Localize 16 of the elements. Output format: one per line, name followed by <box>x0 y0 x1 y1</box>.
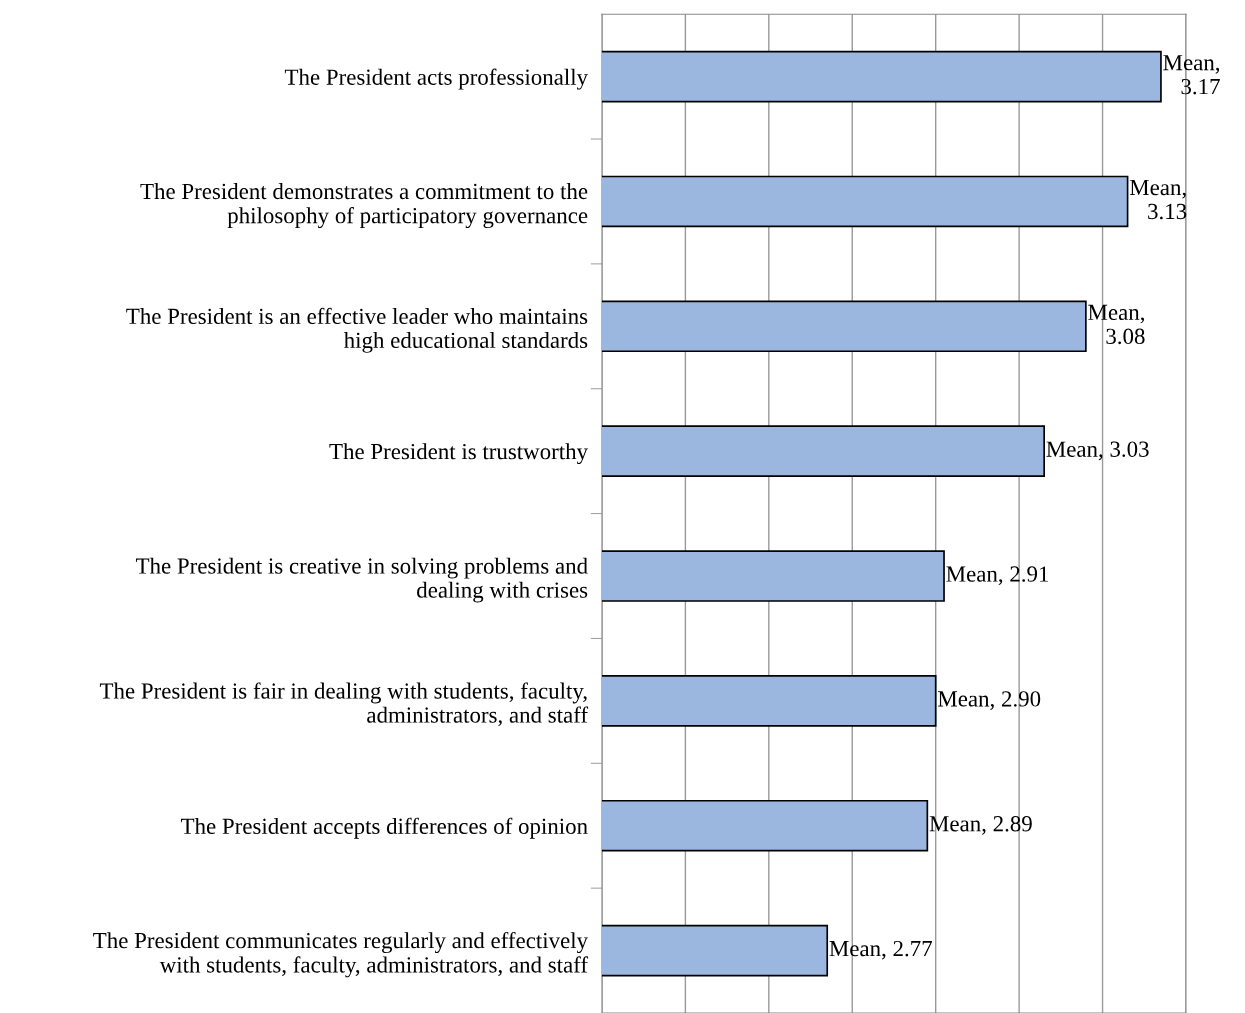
y-tick-label: The President is an effective leader who maintains high educational standards <box>126 307 588 353</box>
y-tick-label: The President communicates regularly and effectively with students, faculty, administrators, and staff <box>93 931 589 978</box>
data-label: Mean, 3.03 <box>1046 441 1149 461</box>
data-label: Mean, 2.90 <box>938 691 1041 710</box>
y-tick-label: The President accepts differences of opinion <box>180 817 588 839</box>
y-tick-label: The President is creative in solving problems and dealing with crises <box>135 557 588 603</box>
data-label: Mean, 3.13 <box>1129 179 1187 220</box>
y-tick-label: The President demonstrates a commitment to the philosophy of participatory governance <box>140 183 588 229</box>
data-label: Mean, 3.08 <box>1088 304 1145 345</box>
y-tick-label: The President is fair in dealing with students, faculty, administrators, and staff <box>99 682 589 727</box>
data-label: Mean, 2.89 <box>929 815 1032 835</box>
y-tick-label: The President acts professionally <box>284 68 588 90</box>
data-label: Mean, 2.77 <box>829 940 932 960</box>
data-label: Mean, 2.91 <box>946 566 1049 586</box>
y-tick-label: The President is trustworthy <box>329 443 588 465</box>
data-label: Mean, 3.17 <box>1163 55 1220 95</box>
